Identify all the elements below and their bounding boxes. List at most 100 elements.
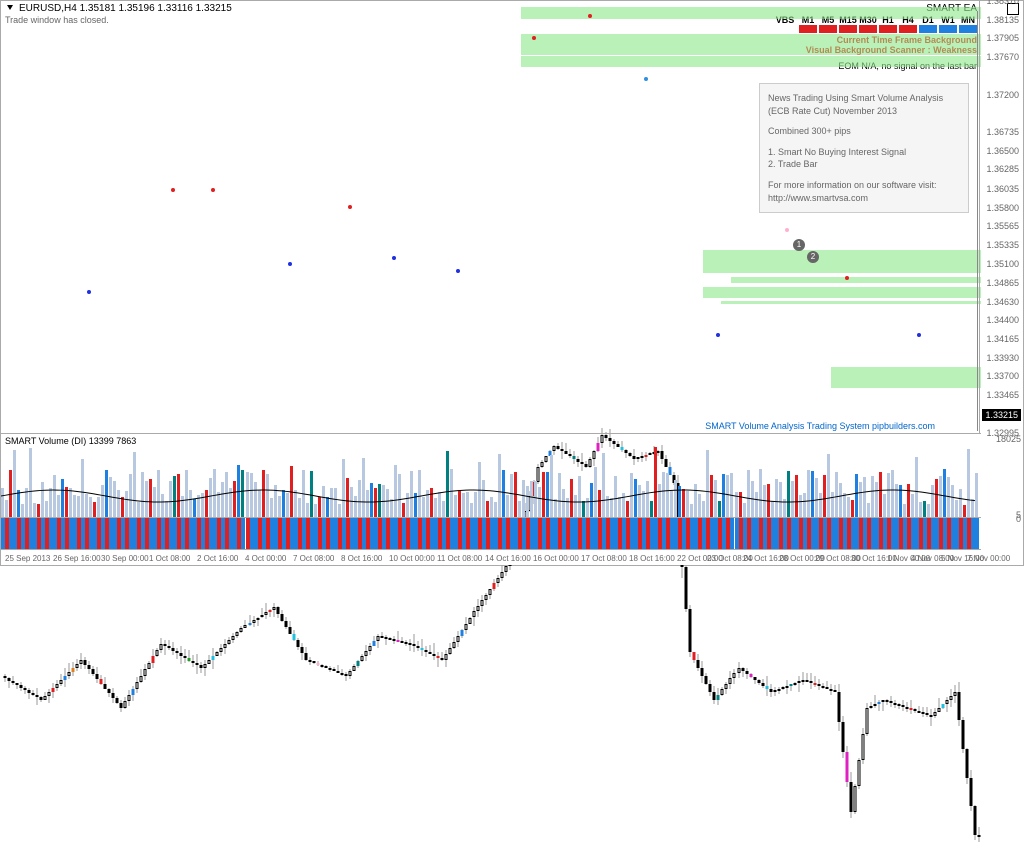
volume-bar [767, 484, 770, 517]
volume-bar [867, 503, 870, 517]
volume-bar [919, 502, 922, 517]
volume-bar [875, 482, 878, 517]
signal-dot [348, 205, 352, 209]
volume-panel[interactable]: SMART Volume (DI) 13399 7863 1802550 [1, 433, 981, 517]
volume-bar [402, 503, 405, 517]
x-tick: 18 Oct 16:00 [629, 554, 675, 563]
volume-bar [65, 487, 68, 517]
x-tick: 10 Oct 00:00 [389, 554, 435, 563]
attribution-link[interactable]: SMART Volume Analysis Trading System pip… [705, 421, 935, 431]
volume-bar [85, 494, 88, 517]
volume-bar [446, 451, 449, 517]
volume-bar [710, 475, 713, 518]
volume-bar [879, 472, 882, 517]
volume-bar [113, 481, 116, 517]
volume-bar [241, 470, 244, 517]
signal-dot [917, 333, 921, 337]
volume-bar [338, 504, 341, 517]
y-tick: 1.37200 [986, 90, 1019, 100]
y-tick: 1.38135 [986, 15, 1019, 25]
volume-bar [414, 493, 417, 517]
volume-bar [835, 472, 838, 517]
y-tick: 1.34400 [986, 315, 1019, 325]
volume-bar [221, 482, 224, 517]
volume-bar [326, 497, 329, 517]
volume-bar [783, 499, 786, 517]
volume-bar [494, 502, 497, 517]
volume-bar [125, 491, 128, 517]
volume-bar [570, 479, 573, 517]
annotation-link[interactable]: http://www.smartvsa.com [768, 192, 960, 205]
volume-bar [959, 489, 962, 517]
volume-bar [550, 455, 553, 517]
volume-bar [682, 489, 685, 517]
volume-bar [855, 474, 858, 517]
volume-bar [614, 476, 617, 517]
y-tick: 1.37905 [986, 33, 1019, 43]
volume-bar [13, 450, 16, 517]
volume-label: SMART Volume (DI) 13399 7863 [5, 436, 136, 446]
volume-bar [298, 498, 301, 517]
vol-y-tick: 0 [1016, 514, 1021, 524]
volume-bar [430, 488, 433, 517]
volume-bar [129, 474, 132, 517]
volume-bar [209, 478, 212, 517]
x-tick: 11 Oct 08:00 [437, 554, 482, 563]
volume-bar [462, 493, 465, 517]
volume-bar [37, 504, 40, 517]
volume-bar [666, 473, 669, 517]
volume-bar [586, 498, 589, 517]
volume-bar [358, 480, 361, 517]
volume-bar [698, 494, 701, 517]
volume-bar [342, 459, 345, 517]
volume-bar [803, 493, 806, 517]
volume-bar [450, 469, 453, 517]
y-tick: 1.38370 [986, 0, 1019, 6]
volume-bar [895, 484, 898, 517]
volume-bar [105, 470, 108, 517]
y-tick: 1.33465 [986, 390, 1019, 400]
volume-bar [282, 490, 285, 517]
y-tick: 1.35800 [986, 203, 1019, 213]
volume-bar [522, 480, 525, 517]
volume-bar [141, 472, 144, 517]
annotation-box: News Trading Using Smart Volume Analysis… [759, 83, 969, 213]
volume-bar [526, 486, 529, 517]
volume-bar [470, 503, 473, 517]
volume-bar [225, 472, 228, 517]
x-tick: 14 Oct 16:00 [485, 554, 531, 563]
volume-bar [482, 480, 485, 517]
signal-dot [87, 290, 91, 294]
volume-bar [229, 488, 232, 517]
volume-bar [610, 498, 613, 517]
volume-bar [779, 482, 782, 517]
volume-bar [847, 497, 850, 517]
sequential-panel[interactable]: SMART Sequential [1, 517, 981, 549]
y-tick: 1.33930 [986, 353, 1019, 363]
volume-bar [193, 499, 196, 517]
volume-bar [278, 496, 281, 517]
volume-bar [294, 490, 297, 517]
volume-bar [366, 490, 369, 517]
volume-bar [169, 481, 172, 517]
annotation-point-2: 2. Trade Bar [768, 158, 960, 171]
volume-bar [694, 484, 697, 517]
volume-bar [807, 470, 810, 518]
volume-bar [334, 488, 337, 517]
main-chart[interactable]: 12 SMART Volume Analysis Trading System … [1, 1, 981, 433]
volume-bar [510, 474, 513, 517]
volume-bar [314, 504, 317, 517]
volume-bar [863, 477, 866, 517]
volume-bar [370, 483, 373, 517]
volume-bar [747, 470, 750, 517]
volume-bar [237, 465, 240, 517]
volume-bar [887, 473, 890, 517]
volume-bar [670, 491, 673, 517]
signal-dot [588, 14, 592, 18]
volume-bar [350, 487, 353, 517]
volume-bar [290, 466, 293, 517]
volume-bar [787, 471, 790, 517]
volume-bar [81, 459, 84, 517]
annotation-footer-1: For more information on our software vis… [768, 179, 960, 192]
volume-bar [442, 501, 445, 517]
